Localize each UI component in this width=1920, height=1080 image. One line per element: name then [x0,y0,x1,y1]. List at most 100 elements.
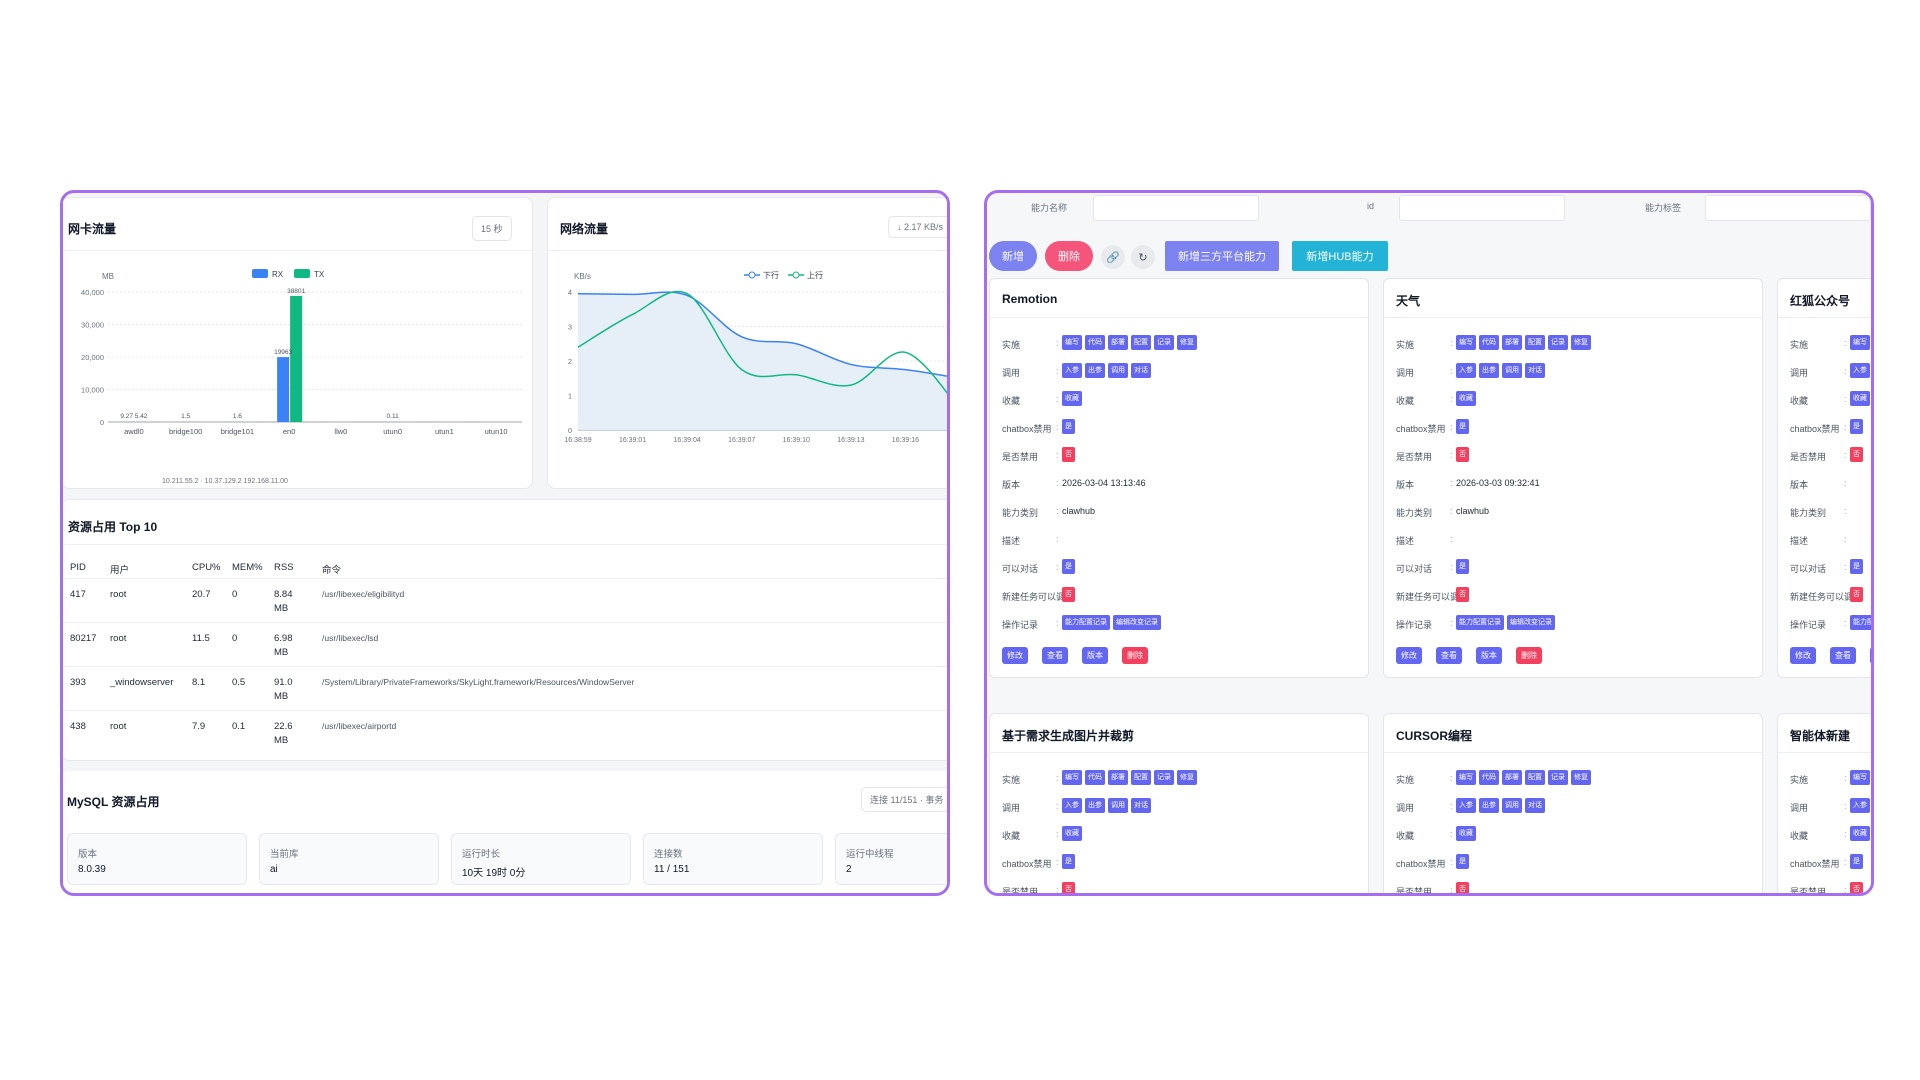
tag: 否 [1850,587,1863,602]
field-value: 入参出参调用对话 [1062,363,1151,378]
add-hub-button[interactable]: 新增HUB能力 [1292,241,1388,271]
field-task: 新建任务可以调用: 否 [1790,587,1871,605]
col-cmd: 命令 [322,565,342,576]
filter-tag-label: 能力标签 [1645,203,1682,213]
field-label: 新建任务可以调用 [1002,592,1075,602]
interval-select[interactable]: 15 秒 [472,216,512,241]
skill-card-title: 基于需求生成图片并裁剪 [1002,729,1135,743]
top10-card: 资源占用 Top 10 PID 用户 CPU% MEM% RSS 命令 417 r… [63,499,947,761]
nic-traffic-card: 网卡流量 15 秒 MB RX TX 0 10,000 20,000 30,000 40… [63,197,533,489]
tag: 部署 [1108,770,1128,785]
tag: 入参 [1456,798,1476,813]
tag: 记录 [1154,770,1174,785]
field-value: 是 [1062,854,1075,869]
tag: 对话 [1525,798,1545,813]
tag: 能力配置记录 [1850,615,1871,630]
field-oplog: 操作记录:能力配置记录编辑改变记录 [1396,615,1752,633]
field-label: 收藏 [1002,831,1021,841]
card-action-button[interactable]: 查看 [1830,647,1856,664]
field-label: chatbox禁用 [1396,859,1446,869]
field-label: 实施 [1790,340,1809,350]
delete-button[interactable]: 删除 [1045,241,1093,271]
field-label: 调用 [1790,368,1809,378]
filter-skill-name-input[interactable] [1093,195,1259,221]
field-value: 编写代码部署配置记录修复 [1456,335,1591,350]
field-disabled: 是否禁用: 否 [1396,447,1752,465]
card-action-button[interactable]: 修改 [1790,647,1816,664]
nic-y-unit: MB [102,272,114,281]
field-value: 编写代码部署配置记录修复 [1062,335,1197,350]
nic-bar-tx-en0 [290,295,303,422]
field-label: 新建任务可以调用 [1790,592,1863,602]
field-label: 能力类别 [1790,508,1827,518]
skill-card: CURSOR编程 实施: 编写 代码 部署 配置 记录 修复 调用: 入参 出参 调用 对话 收藏: 收藏 c… [1383,713,1763,893]
card-action-button[interactable]: 版本 [1476,647,1502,664]
tag: 能力配置记录 [1456,615,1504,630]
net-line-up [577,290,947,394]
field-version: 版本: [1790,478,1847,490]
filter-tag-input[interactable] [1705,195,1871,221]
field-value: 是 [1456,559,1469,574]
field-chatbox: chatbox禁用: 是 [1002,854,1358,872]
tag: 否 [1456,587,1469,602]
field-value: 编写代码部署配置记录修复 [1456,770,1591,785]
field-invoke: 调用:入参出参调用对话 [1002,363,1358,381]
filter-id-input[interactable] [1399,195,1565,221]
add-third-party-button[interactable]: 新增三方平台能力 [1165,241,1279,271]
field-value: 收藏 [1850,826,1870,841]
col-user: 用户 [110,565,130,576]
table-row: 80217 root 11.5 0 6.98/usr/libexec/lsd MB [63,622,947,666]
nic-x-tick: utun10 [485,427,508,436]
field-label: 实施 [1396,775,1415,785]
legend-rx: RX [272,270,284,279]
nic-x-tick: utun1 [435,427,454,436]
table-row: 438 root 7.9 0.1 22.6/usr/libexec/airportd MB [63,710,947,754]
cell-user: root [110,589,127,600]
card-action-button[interactable]: 删除 [1516,647,1542,664]
tag: 编写 [1456,335,1476,350]
nic-y-tick: 40,000 [81,288,104,297]
card-action-button[interactable]: 删除 [1122,647,1148,664]
link-icon[interactable]: 🔗 [1101,245,1125,269]
network-traffic-title: 网络流量 [560,222,609,236]
card-action-button[interactable]: 版本 [1870,647,1871,664]
card-action-button[interactable]: 修改 [1396,647,1422,664]
tag: 调用 [1108,363,1128,378]
col-pid: PID [70,562,86,573]
network-traffic-chart: KB/s 下行 上行 0 1 2 3 4 16:38:59 16:39:01 16:39:0… [564,270,947,444]
tag: 否 [1062,447,1075,462]
add-button[interactable]: 新增 [989,241,1037,271]
card-action-button[interactable]: 查看 [1436,647,1462,664]
tag: 对话 [1525,363,1545,378]
field-value: 收藏 [1456,826,1476,841]
field-value: 否 [1850,882,1863,893]
field-label: 调用 [1396,803,1415,813]
refresh-icon[interactable]: ↻ [1131,245,1155,269]
card-action-button[interactable]: 修改 [1002,647,1028,664]
field-value: 是 [1850,559,1863,574]
field-value: 否 [1456,882,1469,893]
cell-cmd: /usr/libexec/airportd [322,721,397,731]
field-impl: 实施:编写代码部署配置记录修复 [1002,770,1358,788]
field-value: 入参出参调用对话 [1456,798,1545,813]
field-label: 版本 [1790,480,1809,490]
tag: 代码 [1873,335,1874,350]
field-fav: 收藏: 收藏 [1002,391,1358,409]
net-x-tick: 16:39:10 [783,437,810,444]
field-impl: 实施:编写代码部署配置记录修复 [1002,335,1358,353]
field-value: 入参出参调用对话 [1062,798,1151,813]
field-label: 描述 [1396,536,1415,546]
net-x-tick: 16:39:07 [728,437,755,444]
field-label: 描述 [1790,536,1809,546]
card-action-button[interactable]: 版本 [1082,647,1108,664]
card-action-button[interactable]: 查看 [1042,647,1068,664]
net-line-down [577,291,947,377]
mysql-stat-uptime: 运行时长 10天 19时 0分 [451,833,631,885]
mysql-stat-connections: 连接数 11 / 151 [643,833,823,885]
field-value: 否 [1456,447,1469,462]
field-disabled: 是否禁用: 否 [1790,882,1871,893]
field-label: 收藏 [1396,396,1415,406]
tag: 调用 [1108,798,1128,813]
tag: 收藏 [1062,826,1082,841]
